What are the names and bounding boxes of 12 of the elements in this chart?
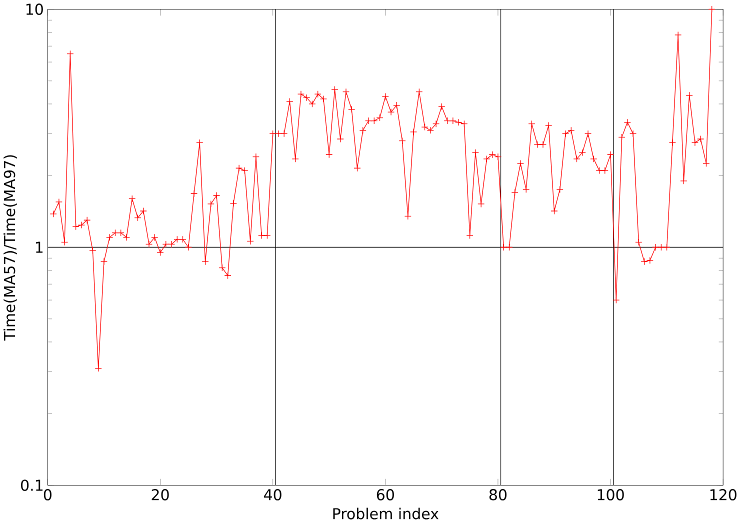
x-tick-label: 100 bbox=[598, 489, 624, 500]
x-tick-label: 40 bbox=[264, 489, 282, 500]
y-axis-title: Time(MA57)/Time(MA97) bbox=[4, 155, 17, 341]
x-tick-label: 0 bbox=[44, 489, 52, 500]
x-tick-label: 80 bbox=[489, 489, 507, 500]
x-tick-label: 120 bbox=[710, 489, 736, 500]
x-axis-title: Problem index bbox=[333, 508, 439, 520]
x-tick-label: 20 bbox=[152, 489, 169, 500]
y-tick-label: 1 bbox=[36, 242, 43, 253]
x-tick-label: 60 bbox=[376, 489, 394, 500]
y-tick-label: 0.1 bbox=[21, 480, 43, 491]
y-tick-label: 10 bbox=[26, 4, 43, 15]
